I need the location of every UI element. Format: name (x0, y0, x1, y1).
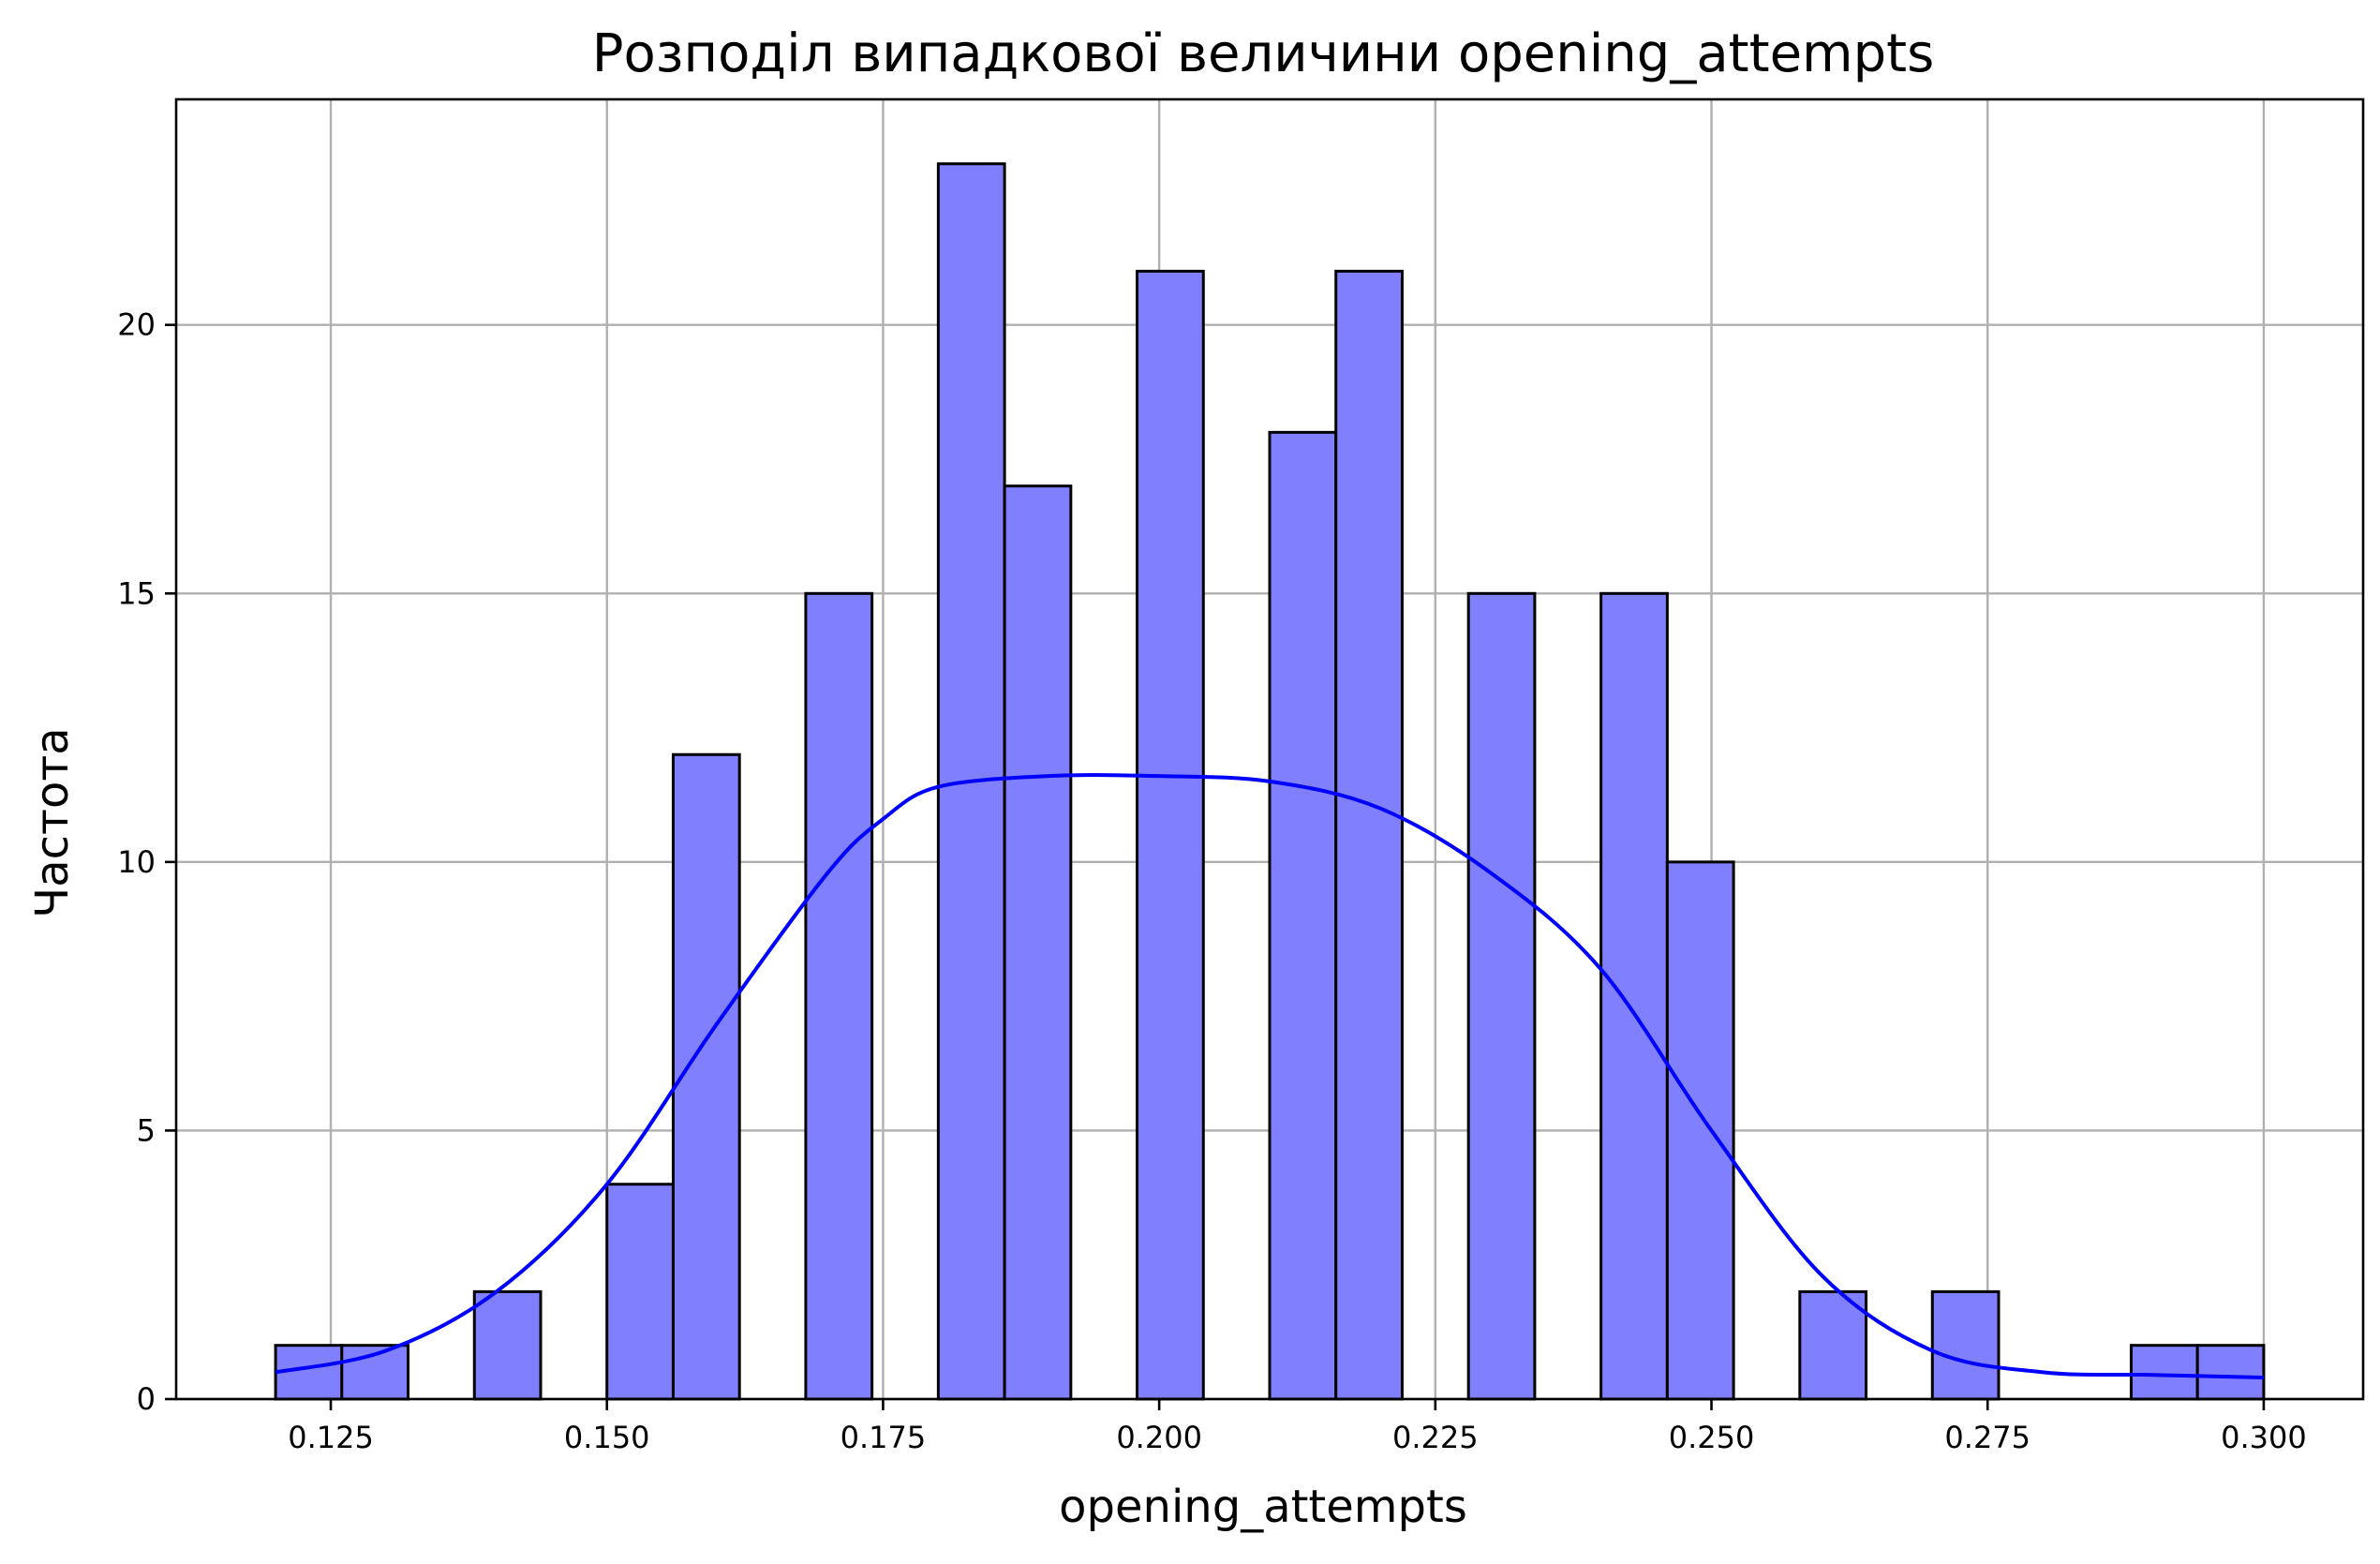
histogram-bar-8 (804, 591, 874, 1401)
kde-curve (275, 773, 2264, 1380)
y-tick-label-3: 15 (117, 575, 156, 611)
histogram-bar-25 (1930, 1289, 2001, 1401)
x-tick-label-1: 0.150 (564, 1420, 650, 1455)
chart-title: Розподіл випадкової величини opening_att… (592, 23, 1935, 84)
x-tick-label-3: 0.200 (1116, 1420, 1202, 1455)
histogram-bar-13 (1136, 269, 1205, 1401)
histogram-bar-28 (2129, 1344, 2199, 1401)
histogram-bar-11 (1003, 484, 1073, 1401)
y-tick-label-0: 0 (137, 1381, 156, 1417)
plot-frame (174, 97, 2365, 1401)
x-axis-label: opening_attempts (1059, 1481, 1467, 1533)
histogram-bar-16 (1334, 269, 1404, 1401)
kde-layer (275, 773, 2264, 1380)
x-tick-label-7: 0.300 (2221, 1420, 2307, 1455)
histogram-bar-5 (605, 1183, 675, 1401)
y-tick-label-1: 5 (137, 1112, 156, 1148)
histogram-bar-6 (671, 752, 741, 1401)
histogram-bar-18 (1466, 591, 1537, 1401)
y-tick-label-4: 20 (117, 307, 156, 343)
x-tick-label-5: 0.250 (1669, 1420, 1755, 1455)
x-tick-label-4: 0.225 (1392, 1420, 1479, 1455)
histogram-bar-23 (1798, 1289, 1868, 1401)
histogram-bar-3 (472, 1289, 543, 1401)
histogram-bar-29 (2195, 1344, 2266, 1401)
x-tick-label-6: 0.275 (1944, 1420, 2030, 1455)
axis-ticks: 0.125 0.150 0.175 0.200 0.225 0.250 0.275 0.300… (117, 307, 2306, 1455)
histogram-bar-21 (1665, 860, 1735, 1401)
x-tick-label-0: 0.125 (288, 1420, 374, 1455)
y-tick-label-2: 10 (117, 844, 156, 880)
histogram-bar-15 (1268, 430, 1338, 1401)
y-axis-label: Частота (26, 727, 79, 917)
x-tick-label-2: 0.175 (840, 1420, 927, 1455)
histogram-bar-20 (1599, 591, 1669, 1401)
